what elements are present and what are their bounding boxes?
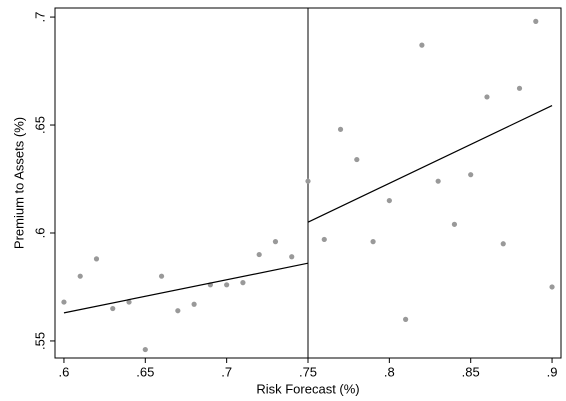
point — [419, 42, 425, 48]
point — [191, 301, 197, 307]
point — [468, 172, 474, 178]
y-tick-label: .6 — [32, 228, 47, 239]
x-axis-label: Risk Forecast (%) — [256, 381, 359, 396]
point — [451, 221, 458, 227]
point — [386, 197, 392, 204]
point — [175, 308, 181, 314]
point — [126, 299, 132, 305]
point — [500, 241, 506, 247]
point — [321, 236, 327, 243]
point — [289, 254, 295, 260]
y-axis-label: Premium to Assets (%) — [11, 117, 26, 249]
point — [516, 85, 523, 91]
point — [435, 178, 441, 184]
fit-line — [307, 105, 553, 223]
point — [158, 273, 165, 279]
point — [484, 94, 490, 100]
x-tick-label: .65 — [136, 364, 154, 379]
point — [77, 273, 83, 279]
point — [142, 346, 148, 353]
y-tick-label: .7 — [32, 12, 47, 23]
point — [533, 18, 539, 24]
point — [305, 178, 311, 184]
point — [110, 305, 116, 312]
point — [403, 316, 409, 322]
point — [272, 239, 279, 245]
point — [370, 239, 376, 245]
point — [224, 282, 230, 288]
point — [354, 156, 360, 163]
x-tick-label: .6 — [59, 364, 70, 379]
point — [337, 126, 344, 132]
x-tick-label: .75 — [299, 364, 317, 379]
point — [61, 299, 67, 305]
fit-line — [63, 262, 309, 314]
x-tick-label: .7 — [221, 364, 232, 379]
point — [256, 251, 262, 258]
x-tick-label: .85 — [462, 364, 480, 379]
point — [93, 256, 100, 262]
x-tick-label: .9 — [547, 364, 558, 379]
y-tick-label: .55 — [32, 332, 47, 350]
point — [240, 280, 246, 286]
point — [549, 284, 555, 290]
y-tick-label: .65 — [32, 116, 47, 134]
x-tick-label: .8 — [384, 364, 395, 379]
